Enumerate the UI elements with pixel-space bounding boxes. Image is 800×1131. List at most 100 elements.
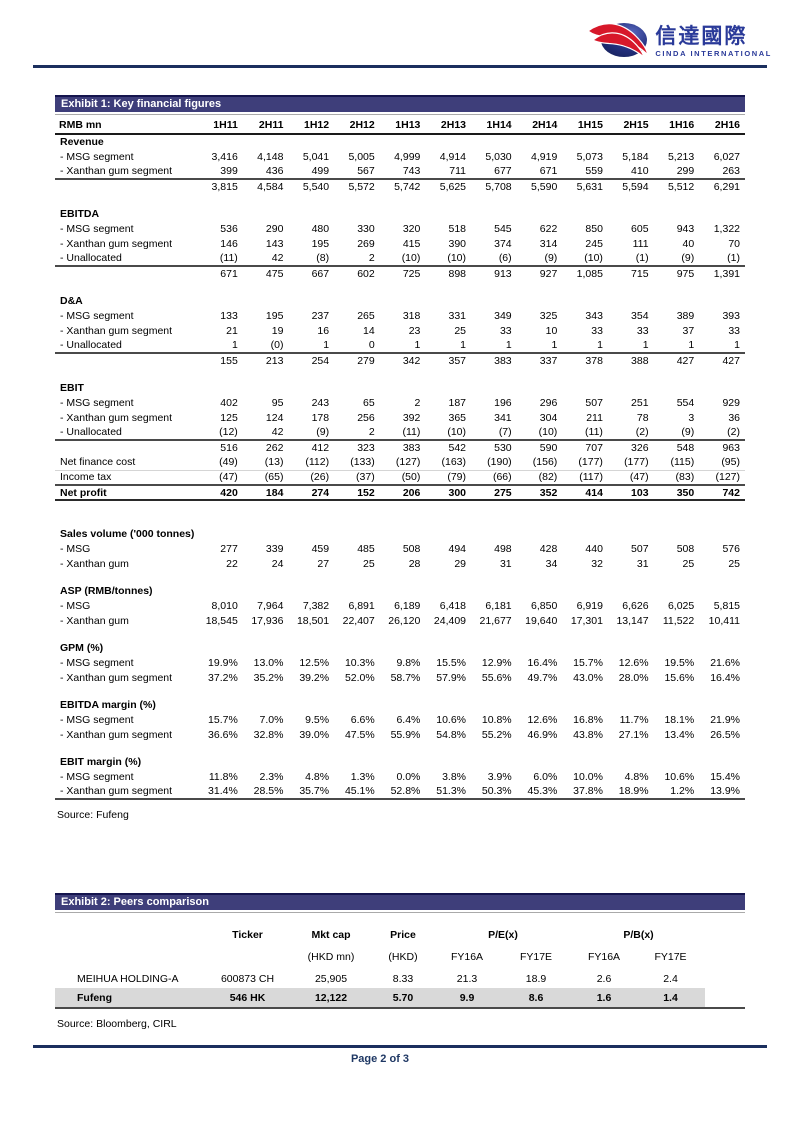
value-cell: 243 [311,396,330,409]
unit-label: RMB mn [55,116,198,135]
value-cell: 516 [197,439,243,455]
value-cell: 5,708 [471,178,517,194]
row-label: EBIT [60,381,84,394]
value-cell: (9) [681,426,695,438]
value-cell [517,526,563,541]
value-cell: 559 [585,165,603,177]
value-cell: (26) [310,471,330,484]
value-cell: 55.9% [390,728,421,741]
period-column-header: 1H12 [288,116,335,135]
value-cell: 3 [688,411,695,424]
value-cell [517,697,563,712]
value-cell: 711 [449,165,467,177]
value-cell: 9.8% [396,656,421,669]
value-cell [699,697,745,712]
row-label: Income tax [60,471,112,484]
value-cell: 31 [636,557,649,570]
value-cell: 245 [585,237,603,250]
value-cell [425,134,471,149]
value-cell [608,697,654,712]
value-cell: 31.4% [197,784,243,800]
value-cell: 195 [265,309,284,322]
value-cell [380,583,426,598]
value-cell: 943 [676,222,695,235]
value-cell: (47) [219,471,238,484]
table-header-row: RMB mn 1H11 2H11 1H12 2H12 1H13 2H13 1H14 2H14 1… [55,116,745,135]
table-row: Net profit 420 184 274 152 206 300 275 352 414 103… [55,484,745,501]
value-cell: 383 [379,439,426,455]
value-cell: 428 [539,542,558,555]
row-label: - Xanthan gum [60,557,129,570]
period-column-header: 1H16 [653,116,700,135]
value-cell: 742 [699,484,745,501]
period-column-header: 2H14 [516,116,563,135]
value-cell: 410 [631,165,649,177]
value-cell: 4.8% [305,770,330,783]
value-cell: 5,540 [288,178,335,194]
period-column-header: 1H15 [562,116,608,135]
value-cell: 269 [357,237,375,250]
value-cell: 0.0% [396,770,421,783]
value-cell [517,640,563,655]
table-row [55,194,745,206]
value-cell [699,754,745,769]
value-cell: 58.7% [390,671,421,684]
value-cell: 6.6% [350,713,375,726]
value-cell: (127) [379,455,426,471]
value-cell [471,380,517,395]
table-row: - Xanthan gum segment 36.6% 32.8% 39.0% 47.5… [55,727,745,742]
value-cell: 1.3% [350,770,375,783]
value-cell [562,134,608,149]
logo-english-name: CINDA INTERNATIONAL [655,48,772,58]
value-cell: 1,322 [713,222,740,235]
value-cell: 184 [242,484,289,501]
value-cell: 1,085 [562,265,608,281]
value-cell [654,526,700,541]
value-cell: 47.5% [344,728,375,741]
col-price-unit: (HKD) [388,951,418,963]
value-cell: (82) [538,471,558,484]
value-cell [562,206,608,221]
value-cell [699,206,745,221]
peer-pe17-cell: 8.6 [500,988,573,1007]
table-row [55,742,745,754]
col-pb-fy17e: FY17E [654,951,687,963]
value-cell: 330 [357,222,375,235]
value-cell: 6.4% [396,713,421,726]
value-cell: 337 [516,352,563,368]
peer-pb16-cell: 1.6 [572,988,637,1007]
value-cell: 290 [265,222,284,235]
value-cell: 10.6% [436,713,467,726]
value-cell [562,697,608,712]
value-cell: 4,999 [394,150,421,163]
col-mktcap-unit: (HKD mn) [307,951,355,963]
value-cell: 275 [471,484,517,501]
value-cell [699,134,745,149]
value-cell: (11) [585,426,603,438]
value-cell: (47) [629,471,649,484]
value-cell: (79) [447,471,467,484]
value-cell: 318 [402,309,421,322]
value-cell: 125 [220,411,238,424]
value-cell [380,697,426,712]
value-cell [197,380,243,395]
value-cell: 32.8% [253,728,284,741]
value-cell: 913 [471,265,517,281]
value-cell: 55.2% [481,728,512,741]
value-cell: 349 [494,309,512,322]
table-row: - Unallocated (11) 42 (8) 2 (10) (10) (6) (9) (10… [55,251,745,266]
value-cell: (133) [334,455,380,471]
value-cell: 25 [682,557,695,570]
value-cell: 7.0% [259,713,284,726]
table-row: ASP (RMB/tonnes) [55,583,745,598]
value-cell: 19.5% [664,656,695,669]
value-cell: 5,073 [576,150,603,163]
value-cell: 6,291 [699,178,745,194]
value-cell: 16 [317,324,330,337]
value-cell: 567 [357,165,375,177]
value-cell: 350 [653,484,700,501]
value-cell: (49) [197,455,243,471]
value-cell: 548 [653,439,700,455]
value-cell: 6,025 [667,599,695,612]
value-cell [334,293,380,308]
